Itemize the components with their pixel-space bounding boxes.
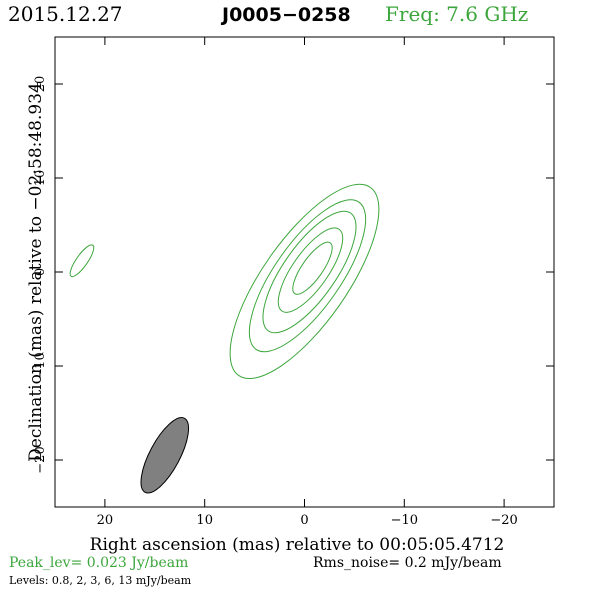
frequency-label: Freq: 7.6 GHz	[385, 2, 528, 26]
y-tick-label: 10	[33, 170, 48, 187]
y-tick-label: 0	[33, 268, 48, 276]
contour-line	[248, 199, 367, 353]
contour-levels: Levels: 0.8, 2, 3, 6, 13 mJy/beam	[9, 574, 192, 587]
x-tick-label: 10	[196, 513, 213, 528]
x-tick-label: −10	[391, 513, 418, 528]
contour-line	[262, 210, 357, 334]
y-tick-label: −20	[33, 446, 48, 473]
y-tick-label: 20	[33, 76, 48, 93]
x-tick-label: 20	[97, 513, 114, 528]
beam-ellipse	[140, 417, 190, 494]
contour-line	[292, 241, 333, 295]
x-tick-label: −20	[490, 513, 517, 528]
axis-tick-labels: 20 10 0 −10 −20 20 10 0 −10 −20	[33, 76, 518, 528]
y-tick-label: −10	[33, 352, 48, 379]
contour-lines	[69, 183, 380, 379]
contour-line	[277, 227, 344, 313]
source-name: J0005−0258	[220, 4, 351, 26]
plot-frame	[54, 36, 555, 508]
observation-date: 2015.12.27	[8, 2, 123, 26]
axis-ticks	[55, 37, 554, 507]
x-tick-label: 0	[300, 513, 308, 528]
beam-shape	[140, 417, 190, 494]
contour-line	[229, 183, 380, 379]
peak-level: Peak_lev= 0.023 Jy/beam	[9, 555, 188, 571]
rms-noise: Rms_noise= 0.2 mJy/beam	[313, 555, 502, 571]
y-axis-label: Declination (mas) relative to −02:58:48.…	[26, 82, 46, 462]
contour-line	[69, 244, 95, 278]
x-axis-label: Right ascension (mas) relative to 00:05:…	[90, 535, 505, 555]
